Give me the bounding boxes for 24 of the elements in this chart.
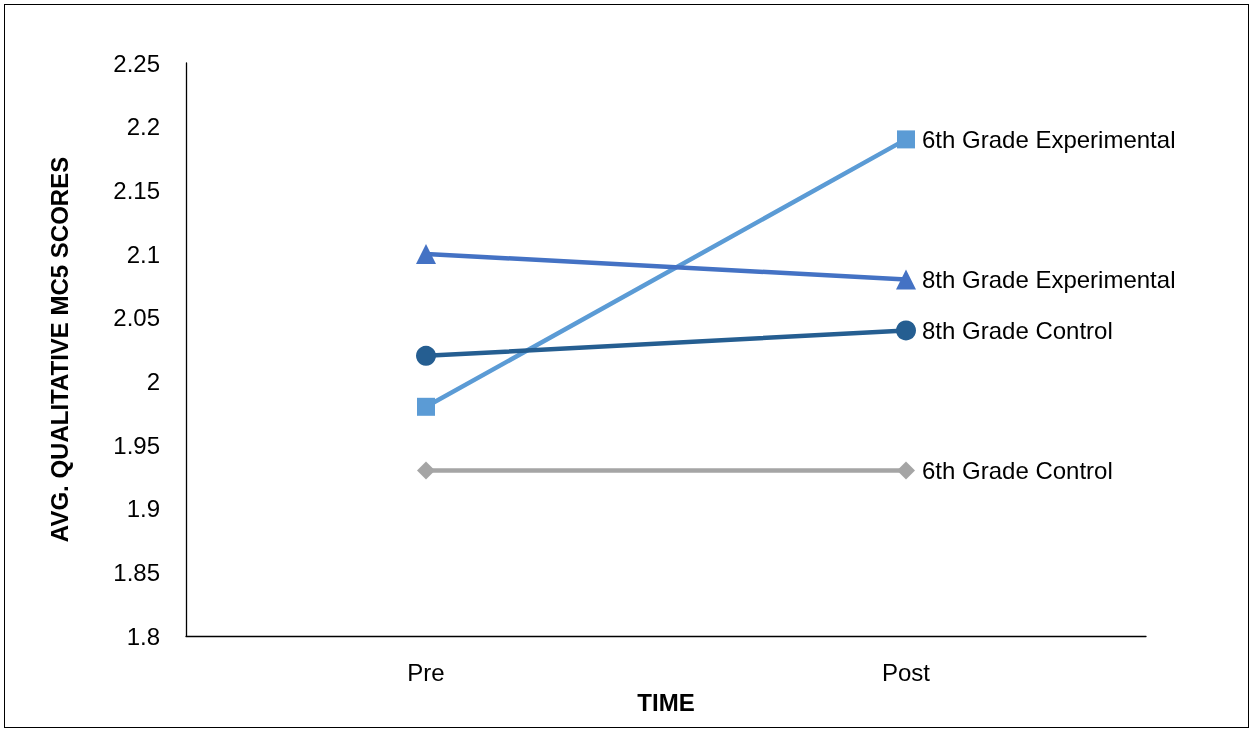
x-tick-label: Post — [881, 658, 931, 686]
point — [416, 345, 436, 366]
y-tick-label: 1.8 — [126, 622, 160, 650]
point — [417, 461, 435, 480]
point — [897, 130, 915, 149]
series-label: 6th Grade Control — [922, 456, 1113, 484]
y-tick-label: 2.2 — [126, 113, 160, 141]
series-label: 8th Grade Control — [922, 316, 1113, 344]
series-label: 8th Grade Experimental — [922, 265, 1176, 293]
y-tick-label: 1.9 — [126, 495, 160, 523]
y-axis-title: AVG. QUALITATIVE MC5 SCORES — [45, 156, 73, 543]
y-tick-label: 1.95 — [113, 431, 160, 459]
point — [897, 461, 915, 480]
point — [417, 397, 435, 416]
point — [896, 320, 916, 341]
y-tick-label: 2.1 — [126, 240, 160, 268]
x-tick-label: Pre — [407, 658, 445, 686]
y-tick-label: 1.85 — [113, 558, 160, 586]
x-axis-title: TIME — [637, 688, 695, 716]
series-label: 6th Grade Experimental — [922, 125, 1176, 153]
y-tick-label: 2 — [146, 367, 160, 395]
y-tick-label: 2.15 — [113, 176, 160, 204]
y-tick-label: 2.05 — [113, 304, 160, 332]
y-tick-label: 2.25 — [113, 49, 160, 77]
